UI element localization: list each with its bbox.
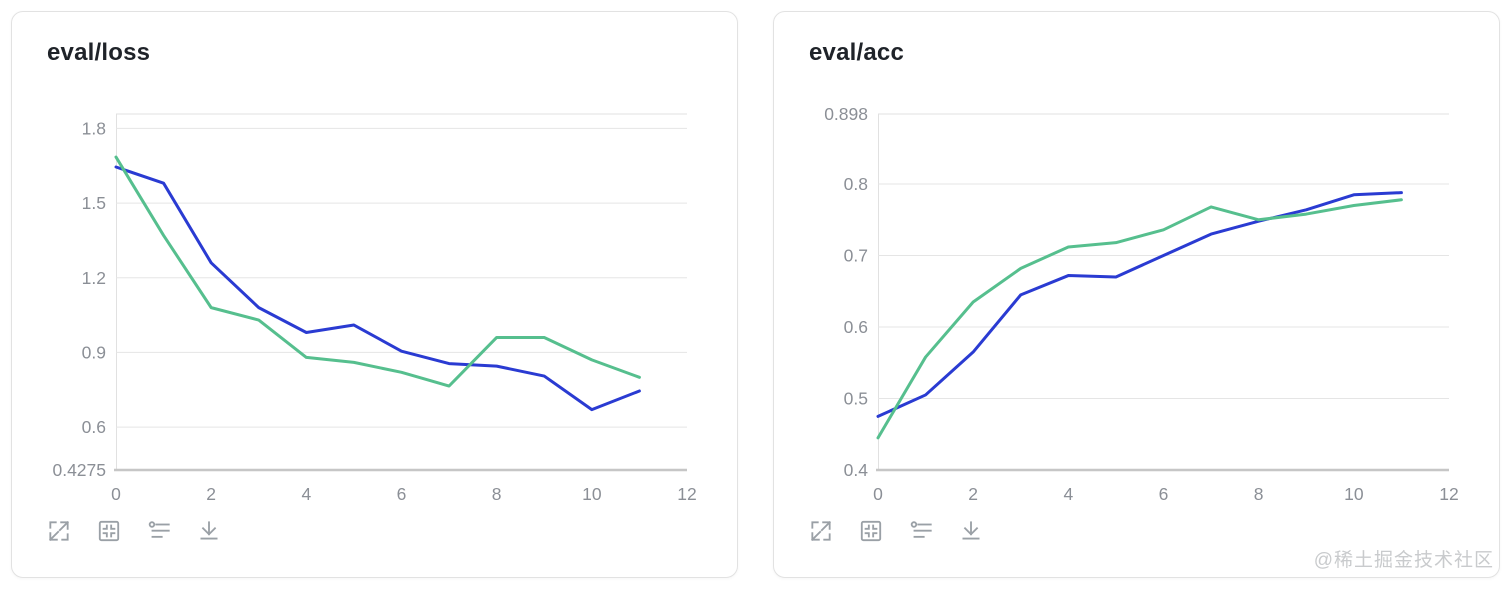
x-tick-label: 12 bbox=[677, 484, 696, 504]
panel-eval-loss: eval/loss 1.8 1.5 1.2 0.9 0.6 0.4275 0 2 4 6 8 10 12 bbox=[11, 11, 738, 578]
y-tick-label: 0.4 bbox=[844, 460, 869, 480]
y-tick-label: 0.6 bbox=[82, 417, 106, 437]
download-button[interactable] bbox=[195, 517, 222, 544]
x-tick-label: 2 bbox=[206, 484, 216, 504]
chart-title-eval-acc: eval/acc bbox=[809, 39, 905, 66]
y-tick-label: 0.8 bbox=[844, 174, 868, 194]
series-line-blue-run bbox=[114, 165, 641, 412]
series-line-green-run bbox=[876, 198, 1403, 440]
y-tick-label: 0.9 bbox=[82, 342, 106, 362]
x-tick-label: 10 bbox=[582, 484, 602, 504]
x-tick-label: 0 bbox=[873, 484, 883, 504]
filter-lines-icon bbox=[148, 520, 170, 538]
download-icon bbox=[961, 520, 980, 540]
chart-toolbar bbox=[45, 517, 222, 544]
eval-acc-chart[interactable]: 0.898 0.8 0.7 0.6 0.5 0.40 2 4 6 8 10 12 bbox=[774, 98, 1474, 510]
charts-row: eval/loss 1.8 1.5 1.2 0.9 0.6 0.4275 0 2 4 6 8 10 12 bbox=[11, 11, 1500, 578]
expand-icon bbox=[48, 520, 69, 541]
y-tick-label: 1.8 bbox=[82, 118, 106, 138]
fit-frame-icon bbox=[860, 520, 881, 541]
x-tick-label: 6 bbox=[1159, 484, 1169, 504]
expand-button[interactable] bbox=[45, 517, 72, 544]
y-tick-label: 0.6 bbox=[844, 317, 868, 337]
download-icon bbox=[199, 520, 218, 540]
x-tick-label: 4 bbox=[301, 484, 311, 504]
y-tick-label: 0.5 bbox=[844, 389, 868, 409]
expand-button[interactable] bbox=[807, 517, 834, 544]
series-line-blue-run bbox=[876, 191, 1403, 418]
y-tick-label: 1.2 bbox=[82, 268, 106, 288]
series-line-green-run bbox=[114, 155, 641, 388]
filter-lines-button[interactable] bbox=[907, 517, 934, 544]
x-tick-label: 6 bbox=[397, 484, 407, 504]
x-tick-label: 2 bbox=[968, 484, 978, 504]
filter-lines-icon bbox=[910, 520, 932, 538]
chart-toolbar bbox=[807, 517, 984, 544]
x-tick-label: 0 bbox=[111, 484, 121, 504]
panel-eval-acc: eval/acc 0.898 0.8 0.7 0.6 0.5 0.4 0 2 4 6 8 10 12 bbox=[773, 11, 1500, 578]
download-button[interactable] bbox=[957, 517, 984, 544]
y-tick-label: 1.5 bbox=[82, 193, 106, 213]
y-tick-label: 0.7 bbox=[844, 246, 868, 266]
x-tick-label: 12 bbox=[1439, 484, 1458, 504]
fit-frame-button[interactable] bbox=[95, 517, 122, 544]
y-tick-label: 0.4275 bbox=[52, 460, 106, 480]
x-tick-label: 10 bbox=[1344, 484, 1364, 504]
fit-frame-icon bbox=[98, 520, 119, 541]
chart-title-eval-loss: eval/loss bbox=[47, 39, 151, 66]
fit-frame-button[interactable] bbox=[857, 517, 884, 544]
expand-icon bbox=[810, 520, 831, 541]
site-watermark: @稀土掘金技术社区 bbox=[1313, 550, 1494, 571]
x-tick-label: 8 bbox=[1254, 484, 1264, 504]
filter-lines-button[interactable] bbox=[145, 517, 172, 544]
x-tick-label: 4 bbox=[1063, 484, 1073, 504]
x-tick-label: 8 bbox=[492, 484, 502, 504]
y-tick-label: 0.898 bbox=[824, 104, 868, 124]
